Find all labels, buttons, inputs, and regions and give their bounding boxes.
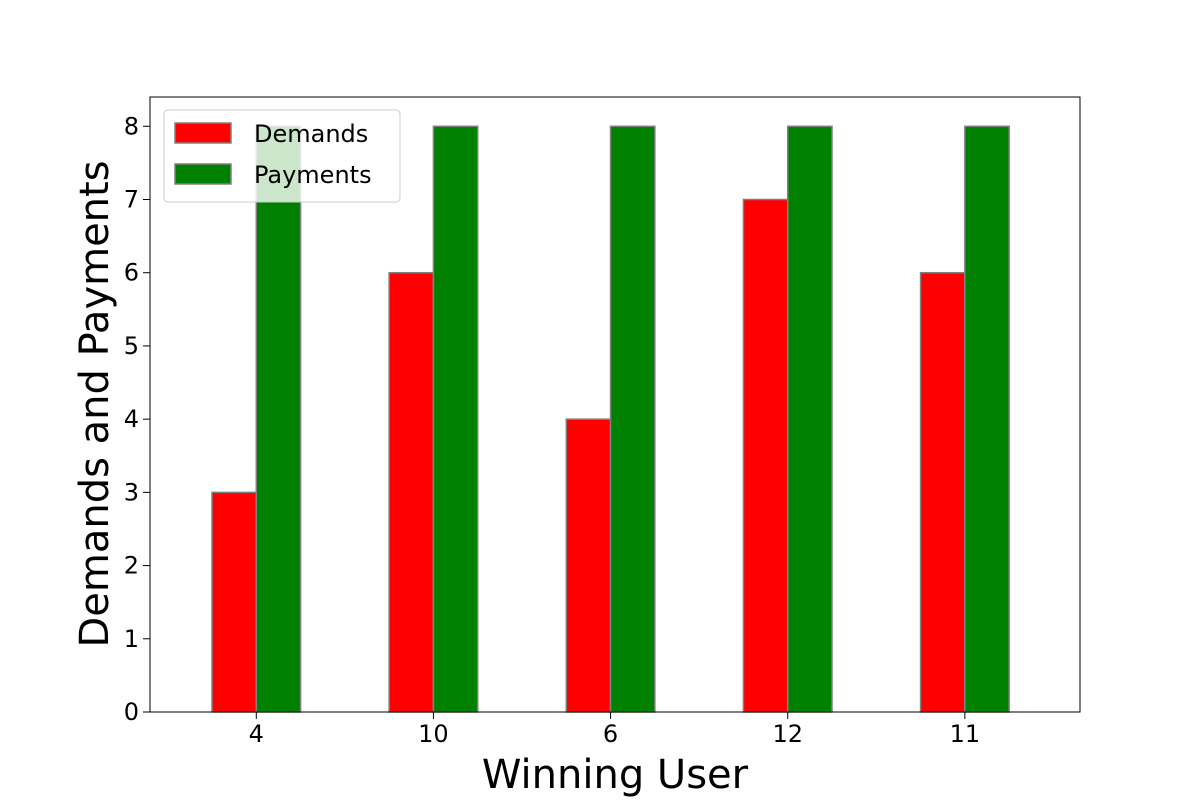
y-tick-label: 8 bbox=[124, 112, 139, 140]
bar-demands-10 bbox=[388, 271, 435, 713]
x-tick-label: 6 bbox=[603, 720, 618, 748]
bar-demands-6 bbox=[565, 418, 612, 713]
bar-payments-4 bbox=[255, 125, 302, 713]
bar-payments-11 bbox=[964, 125, 1010, 713]
x-tick-label: 4 bbox=[249, 720, 264, 748]
legend-swatch-payments bbox=[174, 163, 232, 185]
y-tick-label: 6 bbox=[124, 259, 139, 287]
y-tick-label: 0 bbox=[124, 698, 139, 726]
legend-label-payments: Payments bbox=[254, 161, 372, 189]
y-tick-label: 5 bbox=[124, 332, 139, 360]
x-tick-label: 12 bbox=[772, 720, 803, 748]
y-tick-label: 3 bbox=[124, 478, 139, 506]
y-tick-label: 4 bbox=[124, 405, 139, 433]
legend-swatch-demands bbox=[174, 122, 232, 144]
bar-payments-10 bbox=[432, 125, 479, 713]
y-axis-title: Demands and Payments bbox=[72, 160, 118, 647]
y-tick-label: 7 bbox=[124, 186, 139, 214]
bar-payments-6 bbox=[609, 125, 656, 713]
x-tick-label: 11 bbox=[950, 720, 981, 748]
bar-payments-12 bbox=[786, 125, 833, 713]
x-tick-label: 10 bbox=[418, 720, 449, 748]
bar-demands-12 bbox=[742, 198, 789, 713]
bar-demands-11 bbox=[919, 271, 966, 713]
y-tick-label: 2 bbox=[124, 552, 139, 580]
bar-demands-4 bbox=[211, 491, 258, 713]
x-axis-title: Winning User bbox=[482, 752, 749, 798]
legend-label-demands: Demands bbox=[254, 120, 368, 148]
y-tick-label: 1 bbox=[124, 625, 139, 653]
plot-frame bbox=[149, 96, 1081, 713]
legend: Demands Payments bbox=[163, 109, 401, 203]
